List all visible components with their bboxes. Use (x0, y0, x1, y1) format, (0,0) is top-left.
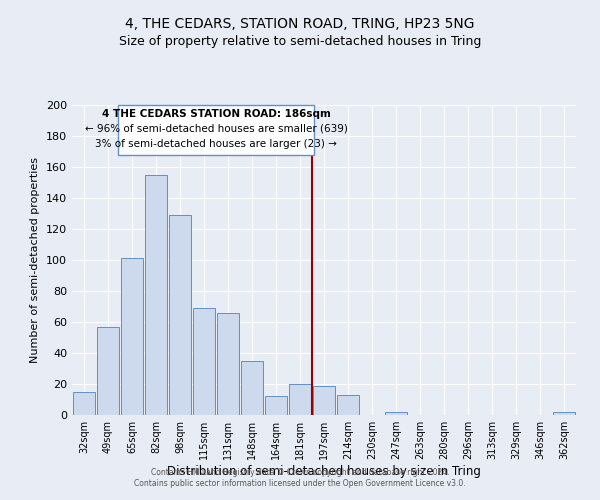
Text: Contains HM Land Registry data © Crown copyright and database right 2024.
Contai: Contains HM Land Registry data © Crown c… (134, 468, 466, 487)
Bar (265, 396, 287, 415)
Text: 3% of semi-detached houses are larger (23) →: 3% of semi-detached houses are larger (2… (95, 138, 337, 148)
Bar (193, 308, 215, 415)
Text: 4 THE CEDARS STATION ROAD: 186sqm: 4 THE CEDARS STATION ROAD: 186sqm (101, 109, 331, 119)
X-axis label: Distribution of semi-detached houses by size in Tring: Distribution of semi-detached houses by … (167, 465, 481, 478)
Bar (337, 395, 359, 415)
Bar (121, 258, 143, 415)
Text: ← 96% of semi-detached houses are smaller (639): ← 96% of semi-detached houses are smalle… (85, 124, 347, 134)
Bar (289, 384, 311, 415)
Bar (313, 386, 335, 415)
Text: Size of property relative to semi-detached houses in Tring: Size of property relative to semi-detach… (119, 35, 481, 48)
Bar (73, 392, 95, 415)
Bar (385, 412, 407, 415)
Bar (169, 215, 191, 415)
Bar (97, 326, 119, 415)
Y-axis label: Number of semi-detached properties: Number of semi-detached properties (31, 157, 40, 363)
FancyBboxPatch shape (118, 105, 314, 154)
Bar (145, 175, 167, 415)
Text: 4, THE CEDARS, STATION ROAD, TRING, HP23 5NG: 4, THE CEDARS, STATION ROAD, TRING, HP23… (125, 18, 475, 32)
Bar (241, 361, 263, 415)
Bar (553, 412, 575, 415)
Bar (217, 312, 239, 415)
